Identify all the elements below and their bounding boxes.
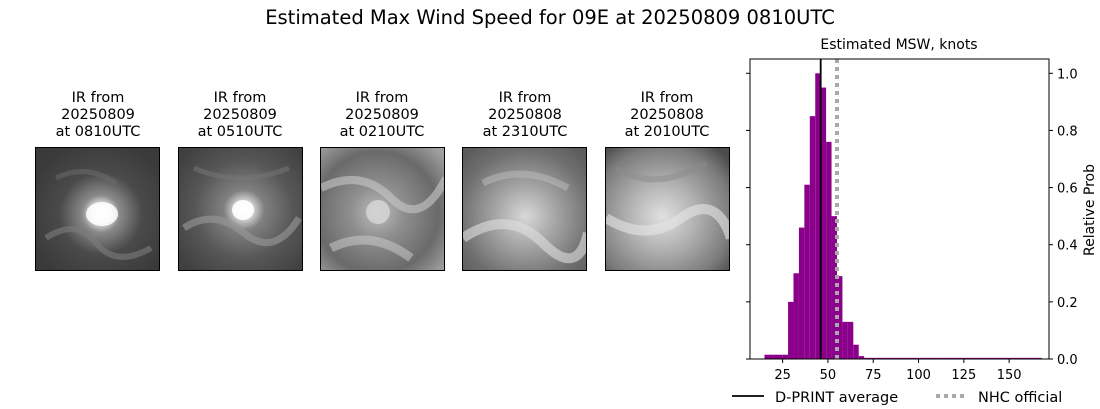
- ir-image-1: [35, 147, 160, 271]
- x-tick-label: 50: [820, 368, 837, 383]
- histogram-bar: [782, 354, 789, 359]
- histogram-bar: [815, 73, 821, 360]
- histogram-bar: [900, 357, 937, 359]
- ir-caption-line: IR from: [213, 90, 267, 106]
- ir-caption-line: IR from: [355, 90, 409, 106]
- ir-image-2: [178, 147, 303, 271]
- histogram-bar: [831, 216, 837, 359]
- y-tick-label: 1.0: [1057, 67, 1078, 82]
- x-tick-label: 100: [906, 368, 931, 383]
- ir-caption-time: at 2010UTC: [624, 124, 710, 140]
- x-tick-label: 25: [774, 368, 791, 383]
- histogram-bar: [826, 141, 832, 359]
- x-tick-label: 125: [951, 368, 976, 383]
- y-tick-label: 0.0: [1057, 353, 1078, 368]
- y-tick-label: 0.2: [1057, 296, 1078, 311]
- histogram-bar: [788, 301, 794, 359]
- histogram-bar: [858, 356, 865, 359]
- x-tick-label: 150: [997, 368, 1022, 383]
- ir-panel-caption-3: IR from 20250809 at 0210UTC: [302, 90, 462, 141]
- ir-caption-time: at 2310UTC: [482, 124, 568, 140]
- ir-panel-caption-5: IR from 20250808 at 2010UTC: [587, 90, 747, 141]
- ir-caption-date: 20250809: [61, 107, 135, 123]
- y-tick-label: 0.8: [1057, 124, 1078, 139]
- ir-caption-date: 20250809: [203, 107, 277, 123]
- plot-frame: [749, 58, 1050, 360]
- ir-caption-time: at 0810UTC: [55, 124, 141, 140]
- histogram-bar: [798, 227, 805, 359]
- ir-caption-date: 20250808: [488, 107, 562, 123]
- ir-caption-time: at 0510UTC: [197, 124, 283, 140]
- histogram-bar: [820, 87, 827, 360]
- ir-caption-line: IR from: [71, 90, 125, 106]
- reference-lines: [819, 59, 839, 359]
- histogram-bar: [804, 184, 810, 359]
- ir-panel-caption-1: IR from 20250809 at 0810UTC: [18, 90, 178, 141]
- x-tick-label: 75: [865, 368, 882, 383]
- ir-image-5: [605, 147, 730, 271]
- histogram-bars: [764, 73, 1042, 360]
- y-axis-label: Relative Prob: [1082, 164, 1098, 256]
- ir-caption-time: at 0210UTC: [339, 124, 425, 140]
- chart-title: Estimated MSW, knots: [820, 37, 977, 53]
- histogram-bar: [809, 116, 816, 360]
- legend-label-nhc: NHC official: [978, 390, 1062, 406]
- histogram-bar: [853, 344, 859, 359]
- histogram-bar: [864, 357, 901, 359]
- ir-image-4: [462, 147, 587, 271]
- legend-label-dprint: D-PRINT average: [775, 390, 898, 406]
- histogram-bar: [793, 273, 799, 359]
- ir-caption-line: IR from: [640, 90, 694, 106]
- y-axis-ticks: 0.0 0.2 0.4 0.6 0.8 1.0: [746, 67, 1078, 368]
- figure-title: Estimated Max Wind Speed for 09E at 2025…: [265, 6, 835, 29]
- ir-caption-date: 20250808: [630, 107, 704, 123]
- y-tick-label: 0.4: [1057, 239, 1078, 254]
- histogram-bar: [847, 321, 854, 359]
- histogram-bar: [1009, 357, 1042, 359]
- x-axis-ticks: 25 50 75 100 125 150: [774, 359, 1022, 383]
- legend: D-PRINT average NHC official: [732, 390, 1062, 406]
- ir-panel-caption-2: IR from 20250809 at 0510UTC: [160, 90, 320, 141]
- ir-caption-line: IR from: [498, 90, 552, 106]
- ir-caption-date: 20250809: [345, 107, 419, 123]
- histogram-bar: [936, 357, 973, 359]
- histogram-bar: [842, 321, 848, 359]
- histogram-bar: [773, 354, 783, 359]
- ir-panel-caption-4: IR from 20250808 at 2310UTC: [445, 90, 605, 141]
- histogram-bar: [764, 354, 774, 359]
- histogram-bar: [836, 276, 843, 359]
- y-tick-label: 0.6: [1057, 182, 1078, 197]
- ir-image-3: [320, 147, 445, 271]
- histogram-bar: [972, 357, 1010, 359]
